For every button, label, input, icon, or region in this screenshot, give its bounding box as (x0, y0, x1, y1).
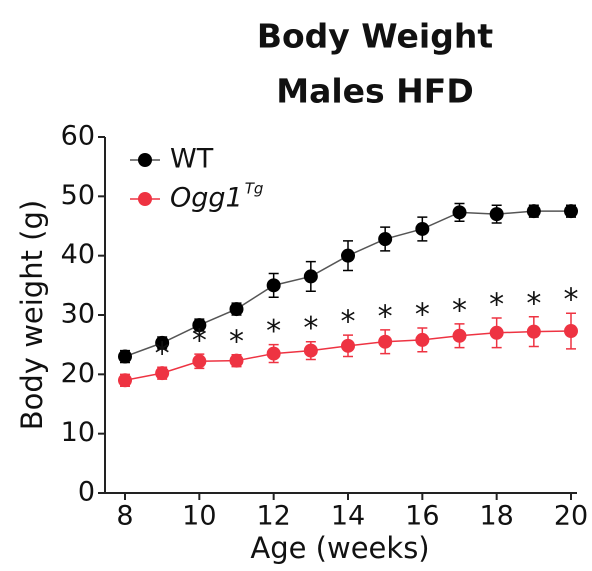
marker (489, 207, 504, 222)
significance-mark: * (303, 311, 318, 346)
legend-marker (138, 192, 152, 206)
legend-label: WT (170, 144, 214, 175)
marker (266, 346, 281, 361)
marker (266, 278, 281, 293)
x-tick-label: 8 (116, 501, 133, 532)
legend-marker (138, 153, 152, 167)
marker (415, 332, 430, 347)
marker (229, 302, 244, 317)
y-tick-label: 20 (61, 358, 95, 389)
y-tick-label: 60 (61, 121, 95, 152)
marker (118, 373, 132, 388)
significance-mark: * (378, 299, 393, 334)
chart-title: Males HFD (276, 72, 473, 111)
significance-mark: * (341, 305, 356, 340)
marker (303, 343, 318, 358)
significance-mark: * (489, 287, 504, 322)
legend-superscript: Tg (245, 180, 264, 198)
marker (303, 269, 318, 284)
x-tick-label: 14 (331, 501, 365, 532)
legend-label: Ogg1 (170, 183, 243, 214)
y-tick-label: 50 (61, 180, 95, 211)
marker (155, 366, 170, 381)
y-tick-label: 10 (61, 417, 95, 448)
x-tick-label: 12 (256, 501, 290, 532)
marker (489, 325, 504, 340)
significance-mark: * (266, 314, 281, 349)
significance-mark: * (192, 324, 207, 359)
marker (341, 338, 355, 353)
y-tick-label: 0 (78, 477, 95, 508)
significance-mark: * (526, 286, 541, 321)
y-axis-label: Body weight (g) (15, 200, 49, 430)
significance-mark: * (415, 298, 430, 333)
marker (378, 232, 393, 247)
x-tick-label: 16 (405, 501, 439, 532)
marker (564, 324, 578, 339)
marker (341, 248, 355, 263)
x-axis-label: Age (weeks) (250, 531, 429, 565)
y-tick-label: 40 (61, 239, 95, 270)
significance-mark: * (564, 283, 579, 318)
y-tick-label: 30 (61, 299, 95, 330)
marker (452, 328, 467, 343)
significance-mark: * (155, 337, 170, 372)
marker (564, 204, 578, 219)
x-tick-label: 20 (554, 501, 588, 532)
marker (526, 204, 541, 219)
marker (155, 335, 170, 350)
chart-title: Body Weight (257, 17, 493, 56)
x-tick-label: 18 (479, 501, 513, 532)
marker (192, 318, 207, 333)
marker (229, 353, 244, 368)
marker (378, 334, 393, 349)
significance-mark: * (452, 293, 467, 328)
marker (452, 205, 467, 220)
marker (192, 354, 207, 369)
marker (118, 349, 132, 364)
marker (526, 324, 541, 339)
x-tick-label: 10 (182, 501, 216, 532)
marker (415, 221, 430, 236)
significance-mark: * (229, 324, 244, 359)
